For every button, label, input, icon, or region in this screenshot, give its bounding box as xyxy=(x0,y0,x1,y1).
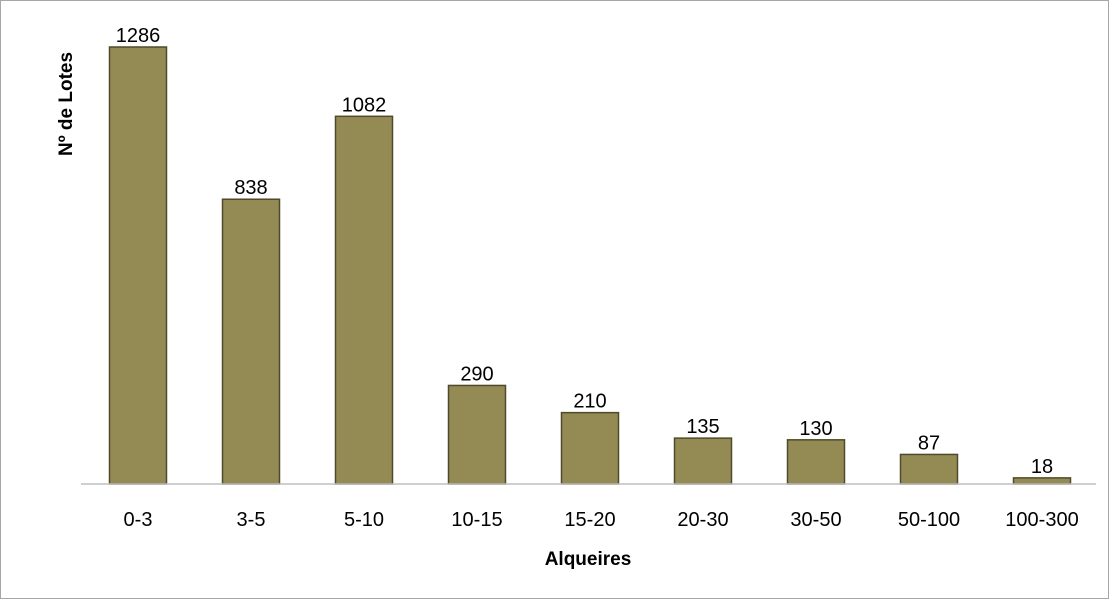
data-label-3-5: 838 xyxy=(234,177,267,199)
data-label-10-15: 290 xyxy=(460,363,493,385)
bar-30-50 xyxy=(788,440,845,484)
x-tick-label-15-20: 15-20 xyxy=(564,509,615,531)
x-tick-label-100-300: 100-300 xyxy=(1005,509,1078,531)
bar-20-30 xyxy=(675,438,732,484)
data-label-30-50: 130 xyxy=(799,418,832,440)
y-axis-title: Nº de Lotes xyxy=(56,52,77,156)
bar-10-15 xyxy=(449,385,506,484)
bar-100-300 xyxy=(1014,478,1071,484)
x-tick-label-20-30: 20-30 xyxy=(677,509,728,531)
data-label-15-20: 210 xyxy=(573,391,606,413)
x-tick-label-5-10: 5-10 xyxy=(344,509,384,531)
x-axis-title: Alqueires xyxy=(545,549,632,570)
bar-0-3 xyxy=(110,47,167,484)
bar-5-10 xyxy=(336,116,393,484)
x-tick-label-3-5: 3-5 xyxy=(237,509,266,531)
x-tick-label-50-100: 50-100 xyxy=(898,509,960,531)
x-tick-label-30-50: 30-50 xyxy=(790,509,841,531)
data-label-5-10: 1082 xyxy=(342,94,387,116)
data-label-20-30: 135 xyxy=(686,416,719,438)
x-tick-labels-layer: 0-3 3-5 5-10 10-15 15-20 20-30 30-50 50-100 100-… xyxy=(124,509,1079,531)
bar-3-5 xyxy=(223,199,280,484)
x-tick-label-0-3: 0-3 xyxy=(124,509,153,531)
bars-layer xyxy=(110,47,1071,484)
data-label-0-3: 1286 xyxy=(116,25,161,47)
x-tick-label-10-15: 10-15 xyxy=(451,509,502,531)
data-label-50-100: 87 xyxy=(918,432,940,454)
bar-50-100 xyxy=(901,454,958,484)
bar-15-20 xyxy=(562,413,619,484)
data-label-100-300: 18 xyxy=(1031,456,1053,478)
